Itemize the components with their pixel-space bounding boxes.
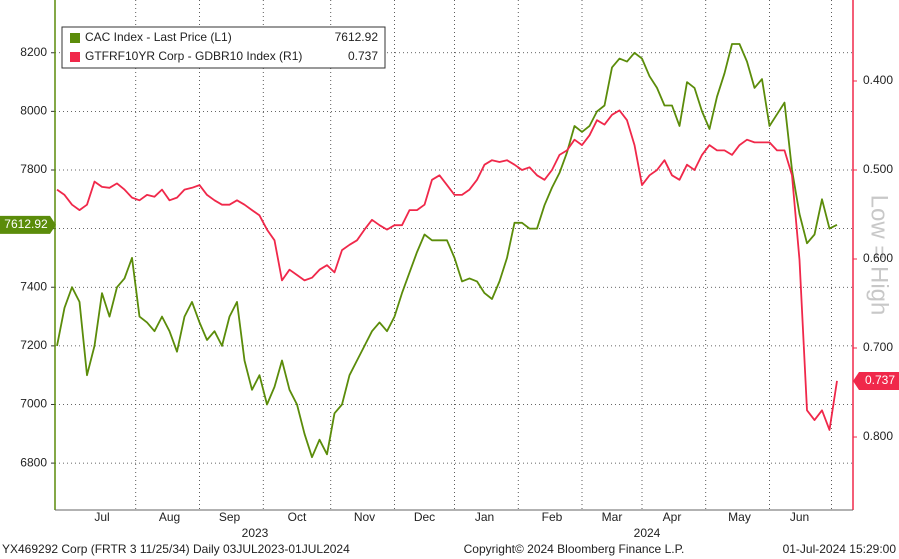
y2-axis-label: Low = High bbox=[866, 195, 893, 316]
x-tick-label: Oct bbox=[288, 510, 307, 524]
y-tick-label: 7800 bbox=[20, 162, 47, 176]
y-tick-label: 8000 bbox=[20, 104, 47, 118]
legend-label: GTFRF10YR Corp - GDBR10 Index (R1) bbox=[85, 49, 302, 63]
x-tick-label: Apr bbox=[663, 510, 682, 524]
last-value-label: 7612.92 bbox=[4, 217, 48, 231]
y2-tick-label: 0.500 bbox=[863, 162, 893, 176]
y-tick-label: 8200 bbox=[20, 45, 47, 59]
y-tick-label: 7000 bbox=[20, 397, 47, 411]
legend-swatch bbox=[70, 33, 80, 43]
legend-label: CAC Index - Last Price (L1) bbox=[85, 30, 232, 44]
x-tick-label: Aug bbox=[159, 510, 180, 524]
y2-tick-label: 0.600 bbox=[863, 251, 893, 265]
y2-tick-label: 0.800 bbox=[863, 429, 893, 443]
y2-tick-label: 0.700 bbox=[863, 340, 893, 354]
x-tick-label: May bbox=[728, 510, 751, 524]
year-label: 2024 bbox=[634, 526, 661, 540]
year-label: 2023 bbox=[242, 526, 269, 540]
x-tick-label: Sep bbox=[219, 510, 241, 524]
x-tick-label: Nov bbox=[354, 510, 375, 524]
legend-swatch bbox=[70, 52, 80, 62]
series-line bbox=[56, 43, 838, 459]
legend-value: 0.737 bbox=[348, 49, 378, 63]
legend-value: 7612.92 bbox=[335, 30, 379, 44]
last-value-badge bbox=[0, 215, 56, 234]
last-value-label: 0.737 bbox=[865, 373, 895, 387]
x-tick-label: Jan bbox=[475, 510, 494, 524]
y-tick-label: 7200 bbox=[20, 338, 47, 352]
x-tick-label: Feb bbox=[542, 510, 563, 524]
y-tick-label: 7400 bbox=[20, 279, 47, 293]
last-value-badge bbox=[853, 371, 899, 390]
footer-left: YX469292 Corp (FRTR 3 11/25/34) Daily 03… bbox=[2, 542, 350, 556]
legend-box bbox=[61, 26, 386, 69]
footer-center: Copyright© 2024 Bloomberg Finance L.P. bbox=[464, 542, 685, 556]
x-tick-label: Jun bbox=[790, 510, 809, 524]
y2-tick-label: 0.400 bbox=[863, 73, 893, 87]
y-tick-label: 6800 bbox=[20, 455, 47, 469]
x-tick-label: Dec bbox=[414, 510, 435, 524]
x-tick-label: Mar bbox=[602, 510, 623, 524]
series-line bbox=[56, 109, 838, 431]
footer-right: 01-Jul-2024 15:29:00 bbox=[783, 542, 897, 556]
x-tick-label: Jul bbox=[94, 510, 109, 524]
